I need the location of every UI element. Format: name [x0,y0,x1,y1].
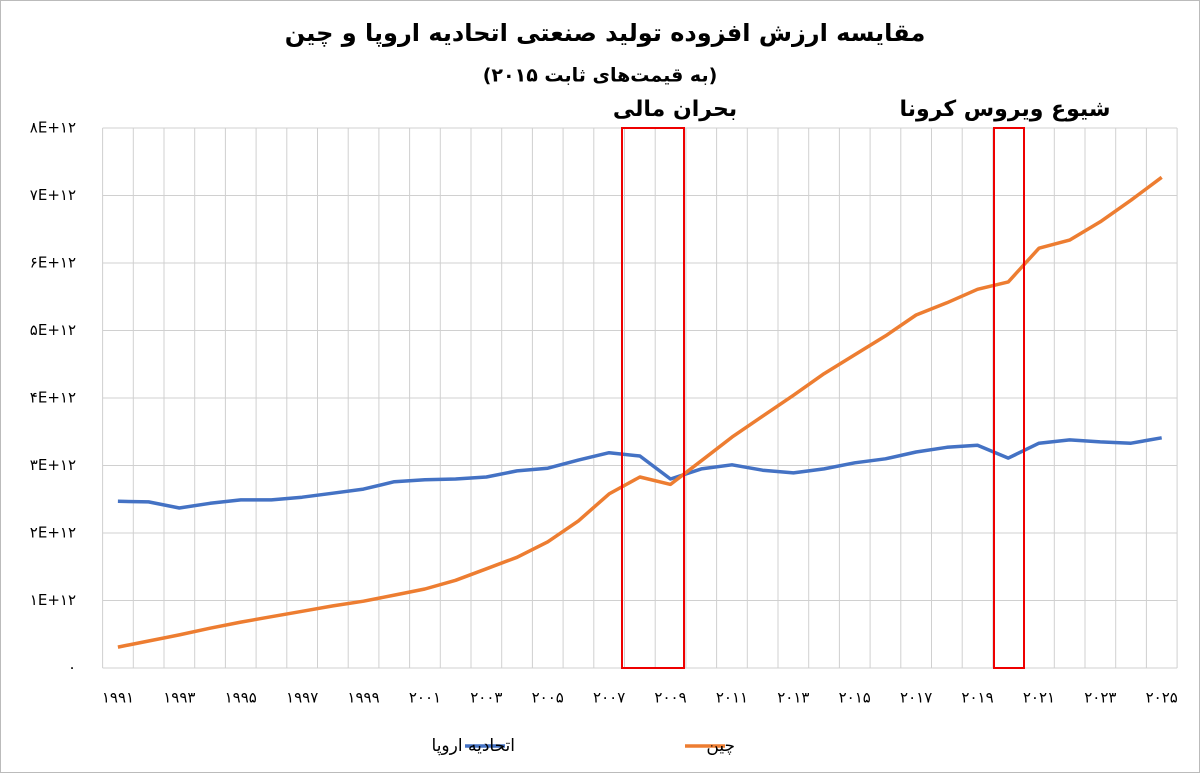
x-tick-label: ۲۰۰۵ [532,689,564,707]
chart-title: مقایسه ارزش افزوده تولید صنعتی اتحادیه ا… [285,19,926,47]
highlight-box [621,127,685,669]
x-tick-label: ۲۰۱۱ [716,689,748,707]
x-tick-label: ۲۰۱۳ [777,689,809,707]
plot [117,175,1163,649]
x-tick-label: ۲۰۲۳ [1084,689,1116,707]
x-tick-label: ۱۹۹۹ [347,689,379,707]
x-tick-label: ۲۰۱۵ [839,689,871,707]
y-tick-label: ۱E+۱۲ [30,591,76,609]
x-tick-label: ۱۹۹۱ [102,689,134,707]
x-tick-label: ۲۰۰۱ [409,689,441,707]
series-line [117,175,1163,649]
legend-label: اتحادیه اروپا [432,736,515,756]
annotation: شیوع ویروس کرونا [899,97,1110,122]
y-tick-label: ۸E+۱۲ [30,119,76,137]
x-tick-label: ۲۰۰۹ [654,689,686,707]
x-tick-label: ۲۰۲۱ [1023,689,1055,707]
y-tick-label: ۰ [68,659,76,677]
x-tick-label: ۱۹۹۷ [286,689,318,707]
y-tick-label: ۲E+۱۲ [30,524,76,542]
x-tick-label: ۲۰۰۳ [470,689,502,707]
annotation: بحران مالی [613,97,737,122]
chart-subtitle: (به قیمت‌های ثابت ۲۰۱۵) [483,65,718,87]
x-tick-label: ۲۰۲۵ [1146,689,1178,707]
x-tick-label: ۱۹۹۵ [225,689,257,707]
y-tick-label: ۴E+۱۲ [30,389,76,407]
y-tick-label: ۷E+۱۲ [30,186,76,204]
x-tick-label: ۲۰۱۹ [961,689,993,707]
series-line [117,436,1163,510]
y-tick-label: ۶E+۱۲ [30,254,76,272]
legend-label: چین [706,736,735,756]
y-tick-label: ۳E+۱۲ [30,456,76,474]
x-tick-label: ۲۰۰۷ [593,689,625,707]
x-tick-label: ۲۰۱۷ [900,689,932,707]
legend: اتحادیه اروپا چین [432,736,735,756]
highlight-box [993,127,1025,669]
y-tick-label: ۵E+۱۲ [30,321,76,339]
x-tick-label: ۱۹۹۳ [163,689,195,707]
